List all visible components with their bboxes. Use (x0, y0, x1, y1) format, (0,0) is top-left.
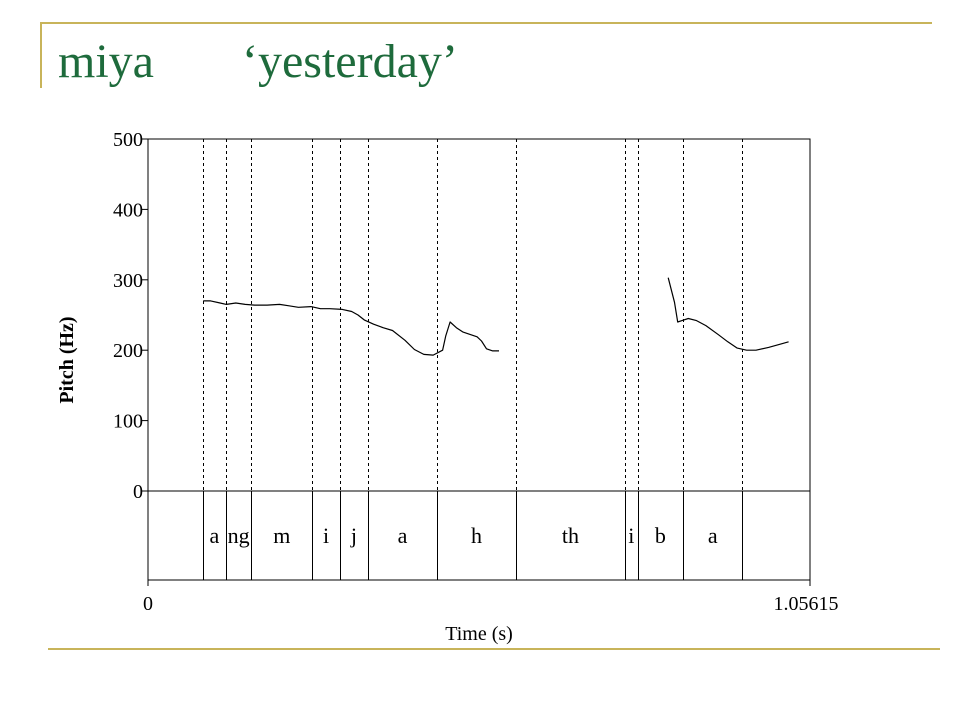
segment-label: i (323, 523, 329, 548)
segment-label: m (273, 523, 290, 548)
segment-label: a (210, 523, 220, 548)
slide-title: miya ‘yesterday’ (58, 38, 458, 86)
pitch-contour (203, 277, 789, 356)
title-word: miya (58, 35, 154, 88)
y-tick-label: 200 (113, 340, 143, 362)
left-accent-rule (40, 22, 42, 88)
x-tick-label: 0 (143, 593, 153, 615)
top-accent-rule (40, 22, 932, 24)
segment-label: a (708, 523, 718, 548)
y-axis-label: Pitch (Hz) (56, 316, 78, 403)
boundary-lines (203, 139, 743, 580)
pitch-contour-line (203, 300, 499, 356)
segment-tier: a ng m i j a h th i b a (210, 523, 718, 548)
y-tick-label: 400 (113, 199, 143, 221)
y-tick-label: 500 (113, 129, 143, 151)
x-axis: 0 1.05615 (143, 579, 839, 615)
segment-label: ng (228, 523, 250, 548)
segment-label: i (628, 523, 634, 548)
x-axis-label: Time (s) (445, 623, 513, 645)
bottom-accent-rule (48, 648, 940, 650)
segment-label: j (350, 523, 357, 548)
y-tick-label: 0 (133, 481, 143, 503)
y-axis: 0 100 200 300 400 500 (113, 129, 148, 503)
y-tick-label: 300 (113, 270, 143, 292)
x-tick-label: 1.05615 (774, 593, 839, 615)
segment-label: h (471, 523, 482, 548)
title-gloss: ‘yesterday’ (241, 35, 458, 88)
segment-label: th (562, 523, 579, 548)
pitch-contour-line (667, 277, 789, 351)
plot-frame (147, 138, 811, 581)
segment-label: a (398, 523, 408, 548)
y-tick-label: 100 (113, 411, 143, 433)
segment-label: b (655, 523, 666, 548)
